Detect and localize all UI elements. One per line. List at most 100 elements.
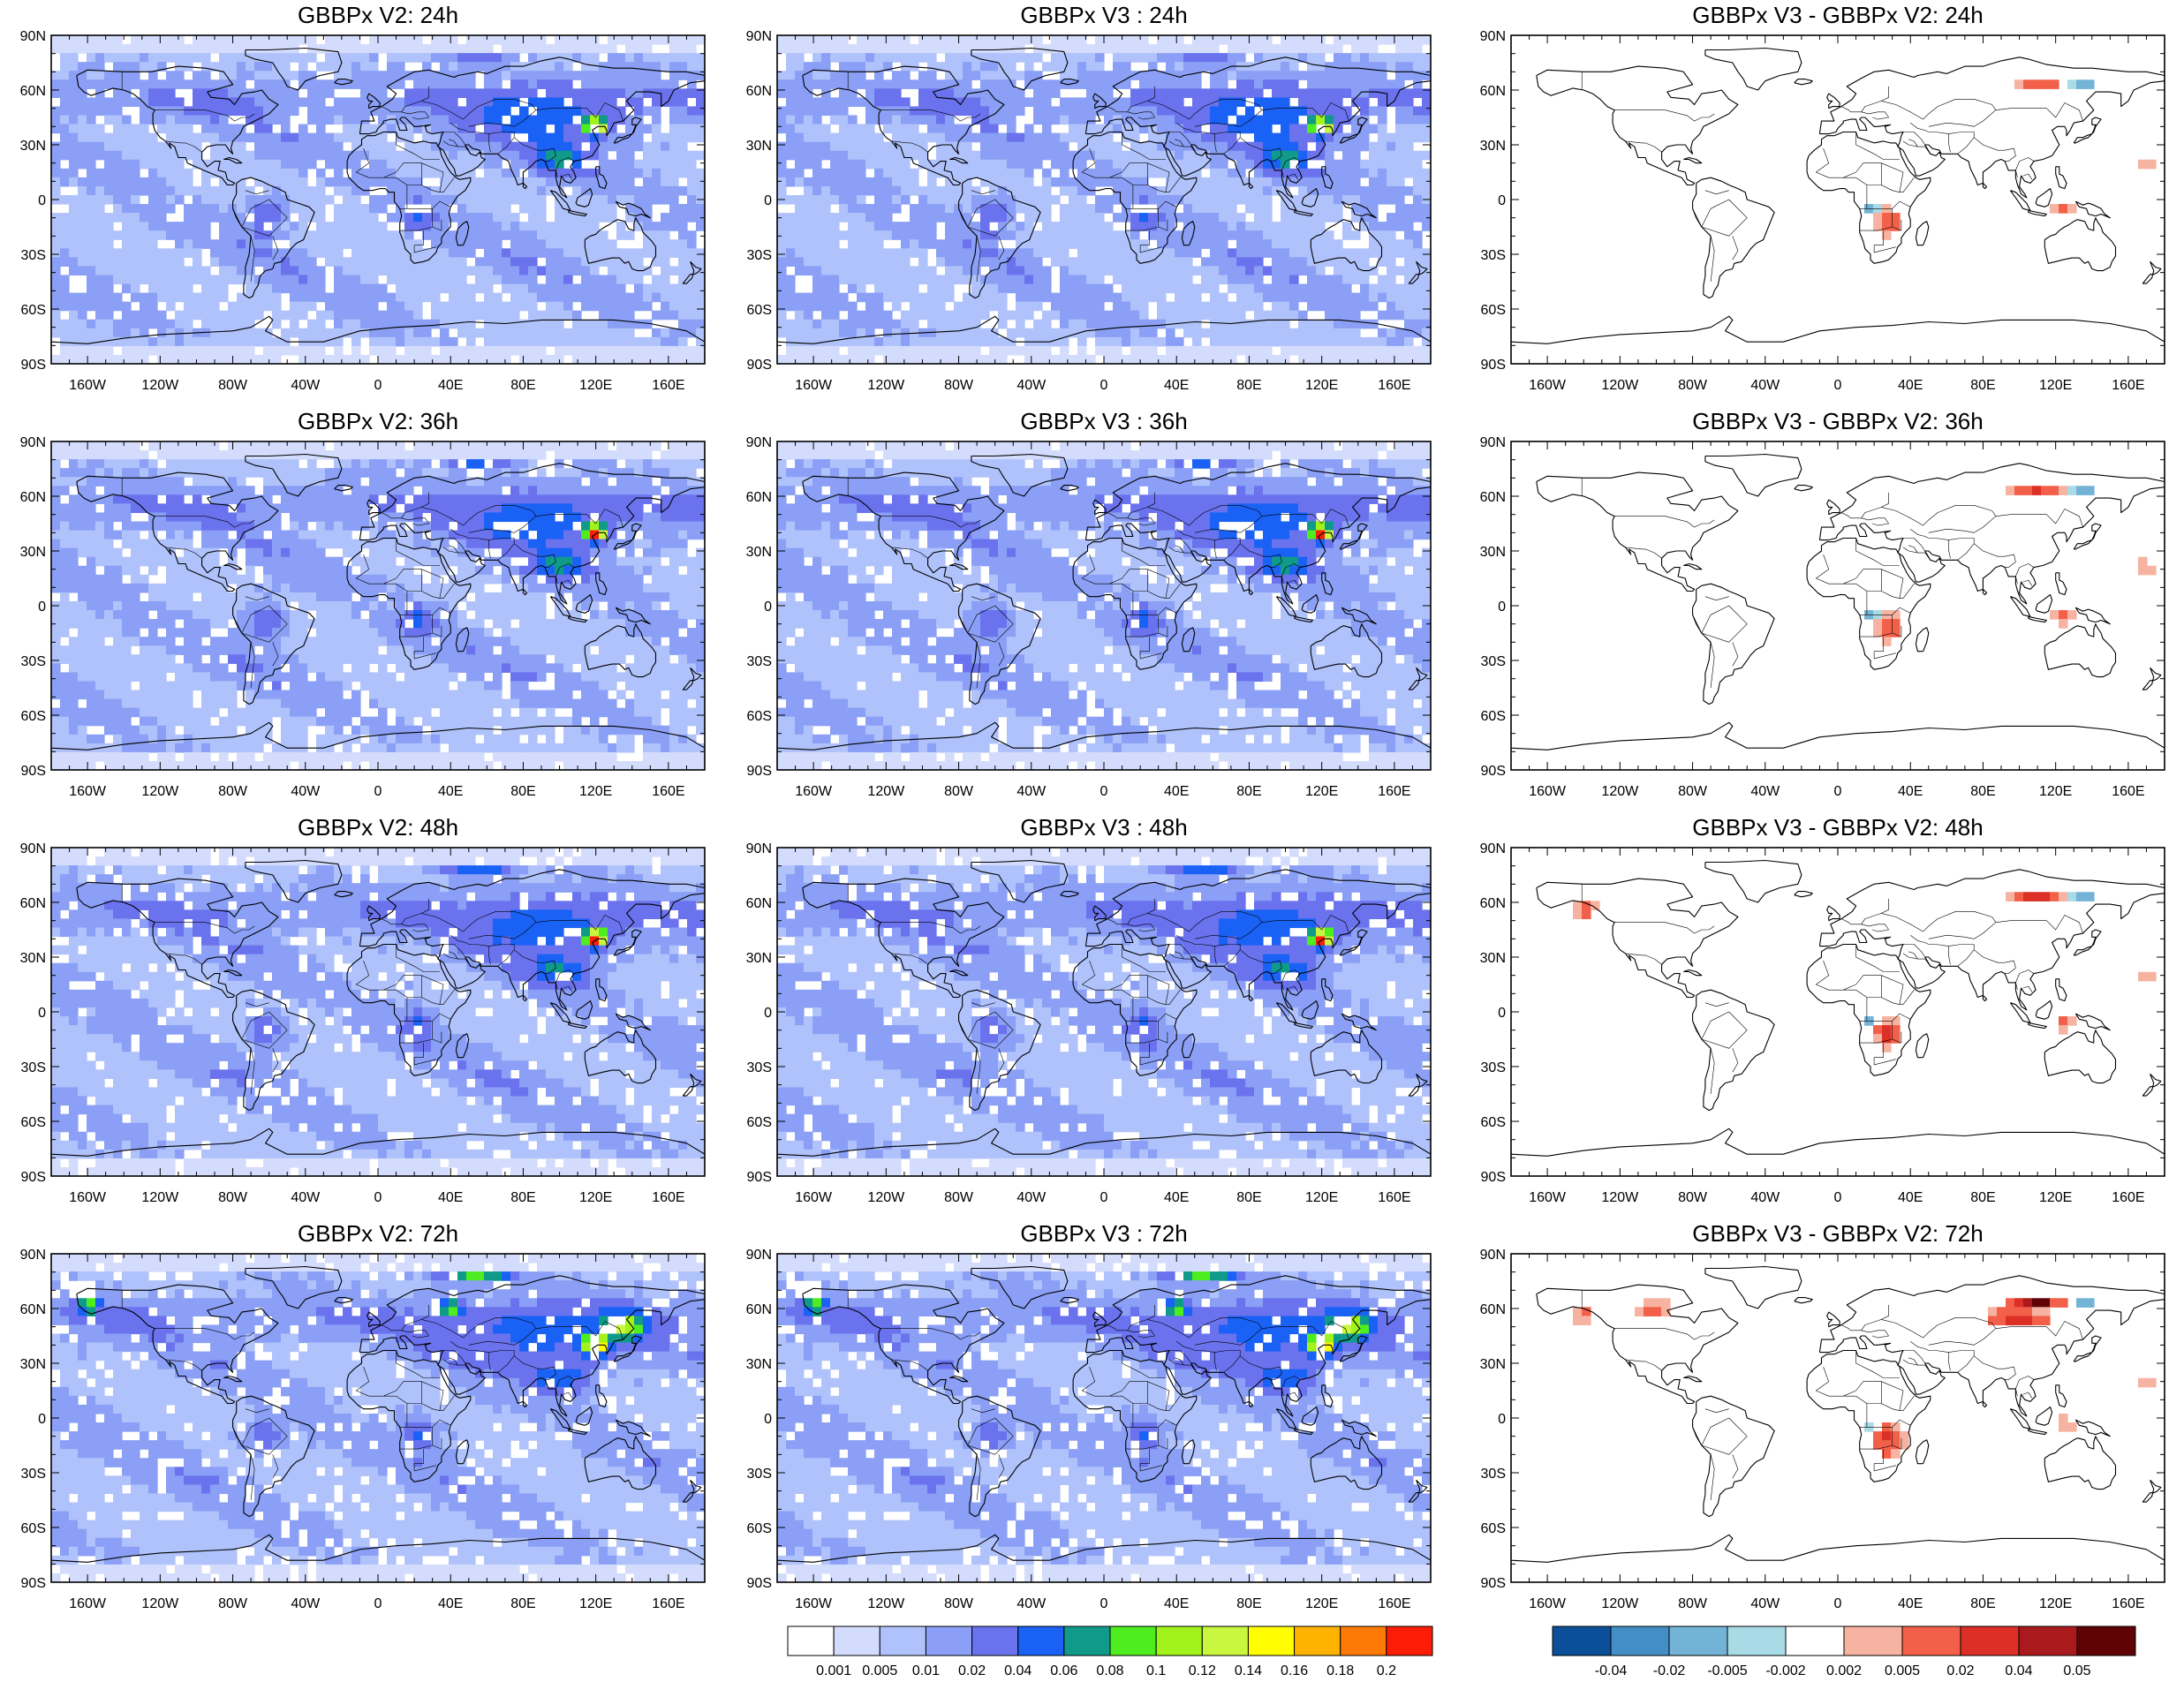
field-shading bbox=[777, 848, 1432, 1177]
lon-tick-label: 120W bbox=[141, 784, 179, 799]
field-shading bbox=[51, 441, 706, 771]
lat-tick-label: 0 bbox=[764, 1006, 772, 1021]
colorbar-swatch bbox=[1961, 1626, 2019, 1656]
lon-tick-label: 120W bbox=[1601, 784, 1639, 799]
colorbar-label: -0.005 bbox=[1707, 1663, 1747, 1678]
colorbar-swatch bbox=[1110, 1626, 1156, 1656]
lat-tick-label: 60S bbox=[747, 1115, 772, 1130]
lat-tick-label: 0 bbox=[38, 193, 46, 208]
panel-title: GBBPx V3 : 36h bbox=[1020, 408, 1187, 434]
colorbar-swatch bbox=[926, 1626, 971, 1656]
lat-tick-label: 60N bbox=[746, 490, 772, 505]
lon-tick-label: 40E bbox=[1164, 1596, 1189, 1611]
lat-tick-label: 30S bbox=[747, 654, 772, 669]
lat-tick-label: 90N bbox=[1480, 841, 1506, 856]
lat-tick-label: 30N bbox=[746, 1357, 772, 1372]
colorbar-swatch bbox=[1844, 1626, 1902, 1656]
colorbar-swatch bbox=[1387, 1626, 1432, 1656]
panel-title: GBBPx V3 : 72h bbox=[1020, 1220, 1187, 1247]
lat-tick-label: 30N bbox=[1480, 1357, 1506, 1372]
lat-tick-label: 30S bbox=[747, 248, 772, 263]
lon-tick-label: 0 bbox=[1100, 1190, 1108, 1205]
colorbar-label: 0.05 bbox=[2063, 1663, 2090, 1678]
lon-tick-label: 160W bbox=[795, 1596, 833, 1611]
lon-tick-label: 120E bbox=[2039, 378, 2072, 393]
lat-tick-label: 90S bbox=[21, 1576, 46, 1591]
lon-tick-label: 80W bbox=[944, 1596, 974, 1611]
field-shading bbox=[777, 35, 1432, 365]
lon-tick-label: 80W bbox=[944, 1190, 974, 1205]
lat-tick-label: 60S bbox=[747, 1521, 772, 1536]
lat-tick-label: 90S bbox=[21, 764, 46, 779]
field-shading bbox=[1511, 1254, 2165, 1582]
lat-tick-label: 30S bbox=[1481, 654, 1506, 669]
lon-tick-label: 0 bbox=[1100, 378, 1108, 393]
lon-tick-label: 160E bbox=[2112, 1190, 2144, 1205]
lon-tick-label: 40W bbox=[1016, 1190, 1047, 1205]
lat-tick-label: 60N bbox=[1480, 896, 1506, 911]
lat-tick-label: 30N bbox=[1480, 139, 1506, 154]
lon-tick-label: 80E bbox=[510, 1190, 535, 1205]
lat-tick-label: 30S bbox=[1481, 248, 1506, 263]
lon-tick-label: 40E bbox=[1164, 378, 1189, 393]
lon-tick-label: 160E bbox=[1378, 1190, 1410, 1205]
lon-tick-label: 40W bbox=[1750, 1596, 1780, 1611]
lon-tick-label: 80W bbox=[1678, 1190, 1708, 1205]
lon-tick-label: 40W bbox=[291, 1190, 321, 1205]
lon-tick-label: 120E bbox=[1305, 784, 1338, 799]
lon-tick-label: 0 bbox=[1100, 784, 1108, 799]
lon-tick-label: 160E bbox=[2112, 1596, 2144, 1611]
lon-tick-label: 40W bbox=[291, 378, 321, 393]
colorbar-label: -0.02 bbox=[1653, 1663, 1686, 1678]
colorbar-swatch bbox=[1018, 1626, 1064, 1656]
lon-tick-label: 40W bbox=[291, 784, 321, 799]
lat-tick-label: 90N bbox=[20, 1248, 46, 1263]
lat-tick-label: 60N bbox=[746, 1302, 772, 1317]
lat-tick-label: 60N bbox=[746, 84, 772, 99]
lat-tick-label: 30N bbox=[20, 951, 46, 966]
colorbar-swatch bbox=[880, 1626, 926, 1656]
colorbar-label: 0.12 bbox=[1189, 1663, 1216, 1678]
lon-tick-label: 80W bbox=[944, 378, 974, 393]
lon-tick-label: 40E bbox=[438, 1596, 463, 1611]
lon-tick-label: 80E bbox=[1236, 1190, 1261, 1205]
colorbar-label: -0.002 bbox=[1765, 1663, 1805, 1678]
lat-tick-label: 0 bbox=[38, 1006, 46, 1021]
lat-tick-label: 0 bbox=[1498, 600, 1506, 615]
lon-tick-label: 80E bbox=[1970, 1596, 1995, 1611]
panel-title: GBBPx V2: 24h bbox=[298, 2, 458, 28]
map-panel-12: GBBPx V3 - GBBPx V2: 72h90N60N30N030S60S… bbox=[1480, 1220, 2165, 1611]
lat-tick-label: 90N bbox=[746, 435, 772, 450]
lat-tick-label: 0 bbox=[38, 600, 46, 615]
colorbar-label: 0.002 bbox=[1826, 1663, 1862, 1678]
lat-tick-label: 0 bbox=[1498, 1412, 1506, 1427]
colorbar-swatch bbox=[1611, 1626, 1669, 1656]
lat-tick-label: 90N bbox=[1480, 435, 1506, 450]
lon-tick-label: 120E bbox=[579, 378, 612, 393]
lon-tick-label: 80E bbox=[510, 784, 535, 799]
lat-tick-label: 60S bbox=[1481, 709, 1506, 724]
lat-tick-label: 60S bbox=[21, 1521, 46, 1536]
lon-tick-label: 120W bbox=[867, 378, 905, 393]
lon-tick-label: 120W bbox=[867, 1596, 905, 1611]
lon-tick-label: 80W bbox=[218, 1190, 248, 1205]
colorbar-swatch bbox=[1727, 1626, 1786, 1656]
panel-title: GBBPx V3 - GBBPx V2: 48h bbox=[1692, 814, 1983, 841]
panel-title: GBBPx V3 - GBBPx V2: 24h bbox=[1692, 2, 1983, 28]
lat-tick-label: 30S bbox=[1481, 1060, 1506, 1075]
lat-tick-label: 90N bbox=[1480, 1248, 1506, 1263]
lat-tick-label: 90S bbox=[21, 1170, 46, 1185]
lat-tick-label: 30N bbox=[746, 545, 772, 560]
lon-tick-label: 80E bbox=[1970, 378, 1995, 393]
lon-tick-label: 40E bbox=[1898, 1190, 1923, 1205]
lat-tick-label: 0 bbox=[38, 1412, 46, 1427]
lat-tick-label: 90N bbox=[746, 841, 772, 856]
lon-tick-label: 80W bbox=[944, 784, 974, 799]
lon-tick-label: 80W bbox=[1678, 784, 1708, 799]
